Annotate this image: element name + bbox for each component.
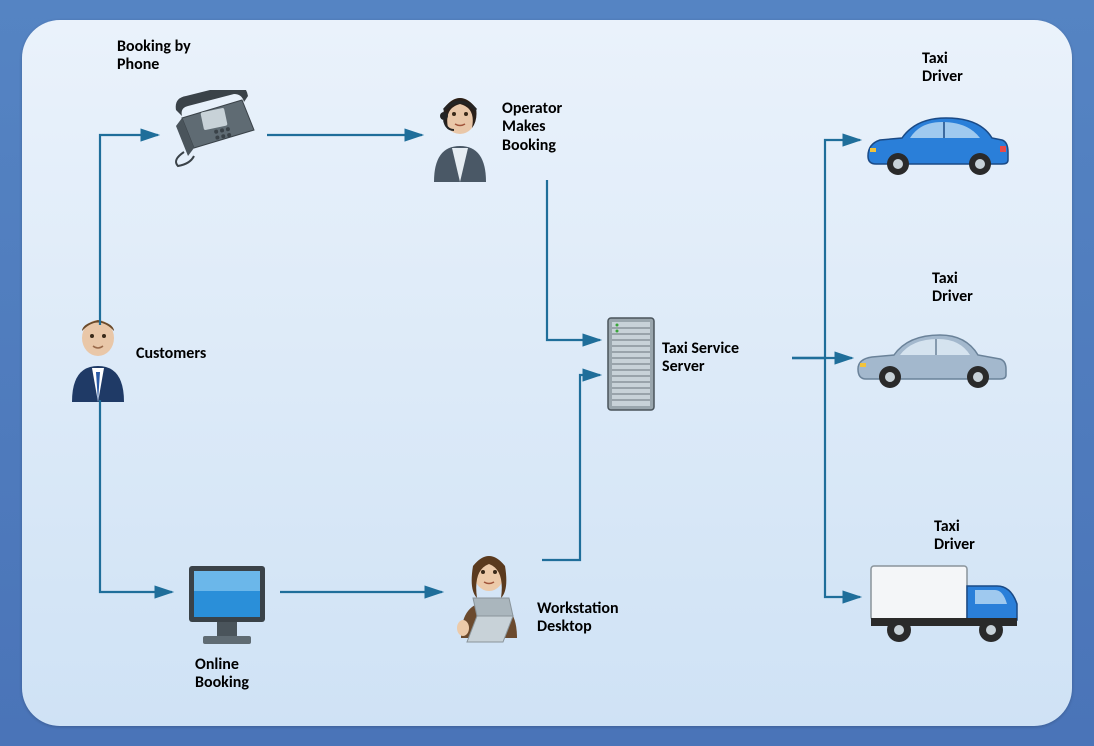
edge-server-driver1 <box>792 140 860 358</box>
edge-customers-phone <box>100 135 158 325</box>
edge-customers-online <box>100 400 172 592</box>
diagram-panel: Customers Booking by Phone Operator Make… <box>22 20 1072 726</box>
edge-operator-server <box>547 180 600 340</box>
diagram-outer: Customers Booking by Phone Operator Make… <box>0 0 1094 746</box>
edge-workstation-server <box>542 375 600 560</box>
arrows-layer <box>22 20 1072 726</box>
edge-server-driver3 <box>792 358 860 597</box>
